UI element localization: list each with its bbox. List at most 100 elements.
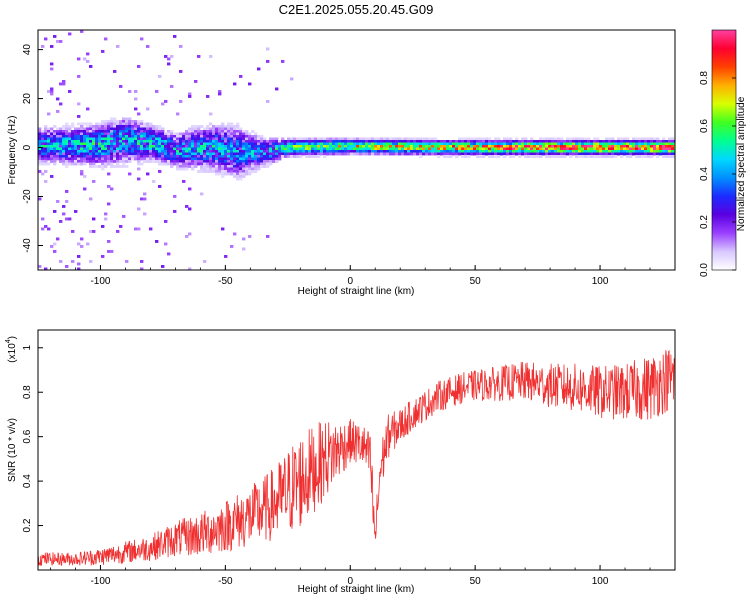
heatmap-cell (239, 147, 243, 151)
heatmap-cell (473, 152, 477, 156)
heatmap-cell (164, 147, 168, 151)
heatmap-cell (101, 132, 105, 136)
heatmap-cell (419, 152, 423, 156)
heatmap-cell (266, 150, 270, 153)
heatmap-cell (191, 127, 195, 131)
heatmap-cell (143, 157, 147, 161)
heatmap-cell (461, 152, 465, 156)
heatmap-cell (209, 160, 213, 163)
heatmap-cell (251, 130, 255, 133)
heatmap-cell (182, 167, 186, 171)
heatmap-cell (227, 150, 231, 153)
heatmap-cell (212, 167, 216, 171)
heatmap-cell (383, 137, 387, 141)
heatmap-cell (518, 152, 522, 156)
heatmap-cell (173, 135, 177, 138)
heatmap-cell (59, 142, 63, 146)
heatmap-cell (539, 155, 543, 158)
heatmap-cell (545, 137, 549, 141)
heatmap-cell (59, 157, 63, 161)
heatmap-cell (92, 152, 96, 156)
heatmap-cell (308, 140, 312, 143)
heatmap-cell (230, 127, 234, 131)
heatmap-cell (335, 150, 339, 153)
heatmap-cell (122, 145, 126, 148)
heatmap-cell (80, 152, 84, 156)
heatmap-cell (248, 152, 252, 156)
heatmap-cell (269, 162, 273, 166)
heatmap-cell (98, 152, 102, 156)
heatmap-cell (365, 152, 369, 156)
heatmap-cell (116, 127, 120, 131)
heatmap-cell (197, 160, 201, 163)
heatmap-cell (434, 142, 438, 146)
heatmap-cell (62, 205, 66, 208)
heatmap-cell (287, 147, 291, 151)
heatmap-cell (59, 130, 63, 133)
heatmap-cell (461, 147, 465, 151)
spectrogram-heatmap (38, 30, 675, 270)
heatmap-cell (596, 152, 600, 156)
heatmap-cell (602, 140, 606, 143)
heatmap-cell (161, 102, 165, 106)
heatmap-cell (107, 185, 111, 188)
heatmap-cell (101, 127, 105, 131)
heatmap-cell (269, 140, 273, 143)
heatmap-cell (506, 142, 510, 146)
heatmap-cell (671, 145, 675, 148)
heatmap-cell (266, 60, 270, 63)
heatmap-cell (209, 170, 213, 173)
heatmap-cell (50, 127, 54, 131)
heatmap-cell (476, 150, 480, 153)
heatmap-cell (71, 150, 75, 153)
heatmap-cell (584, 150, 588, 153)
heatmap-cell (101, 255, 105, 258)
heatmap-cell (251, 155, 255, 158)
heatmap-cell (161, 265, 165, 268)
heatmap-cell (350, 145, 354, 148)
heatmap-cell (191, 137, 195, 141)
heatmap-cell (101, 125, 105, 128)
heatmap-cell (266, 165, 270, 168)
heatmap-cell (227, 170, 231, 173)
heatmap-cell (635, 140, 639, 143)
colorbar-tick-label: 0.2 (699, 215, 710, 229)
heatmap-cell (494, 137, 498, 141)
heatmap-cell (50, 140, 54, 143)
heatmap-cell (41, 132, 45, 136)
heatmap-cell (653, 137, 657, 141)
heatmap-cell (488, 145, 492, 148)
heatmap-cell (113, 165, 117, 168)
heatmap-cell (62, 150, 66, 153)
heatmap-cell (149, 135, 153, 138)
heatmap-cell (179, 167, 183, 171)
heatmap-cell (356, 152, 360, 156)
heatmap-cell (569, 142, 573, 146)
heatmap-cell (275, 87, 279, 91)
heatmap-cell (200, 130, 204, 133)
heatmap-cell (233, 232, 237, 236)
heatmap-cell (518, 142, 522, 146)
heatmap-cell (116, 125, 120, 128)
heatmap-cell (113, 155, 117, 158)
heatmap-cell (401, 140, 405, 143)
heatmap-cell (392, 145, 396, 148)
heatmap-cell (494, 142, 498, 146)
heatmap-cell (44, 152, 48, 156)
heatmap-cell (47, 127, 51, 131)
heatmap-cell (131, 145, 135, 148)
heatmap-cell (227, 160, 231, 163)
heatmap-cell (113, 127, 117, 131)
heatmap-cell (149, 152, 153, 156)
heatmap-cell (77, 262, 81, 266)
heatmap-cell (350, 137, 354, 141)
heatmap-cell (311, 142, 315, 146)
heatmap-cell (104, 162, 108, 166)
heatmap-cell (50, 157, 54, 161)
heatmap-cell (623, 142, 627, 146)
heatmap-cell (626, 152, 630, 156)
heatmap-cell (410, 147, 414, 151)
heatmap-cell (146, 147, 150, 151)
heatmap-cell (470, 152, 474, 156)
heatmap-cell (125, 147, 129, 151)
